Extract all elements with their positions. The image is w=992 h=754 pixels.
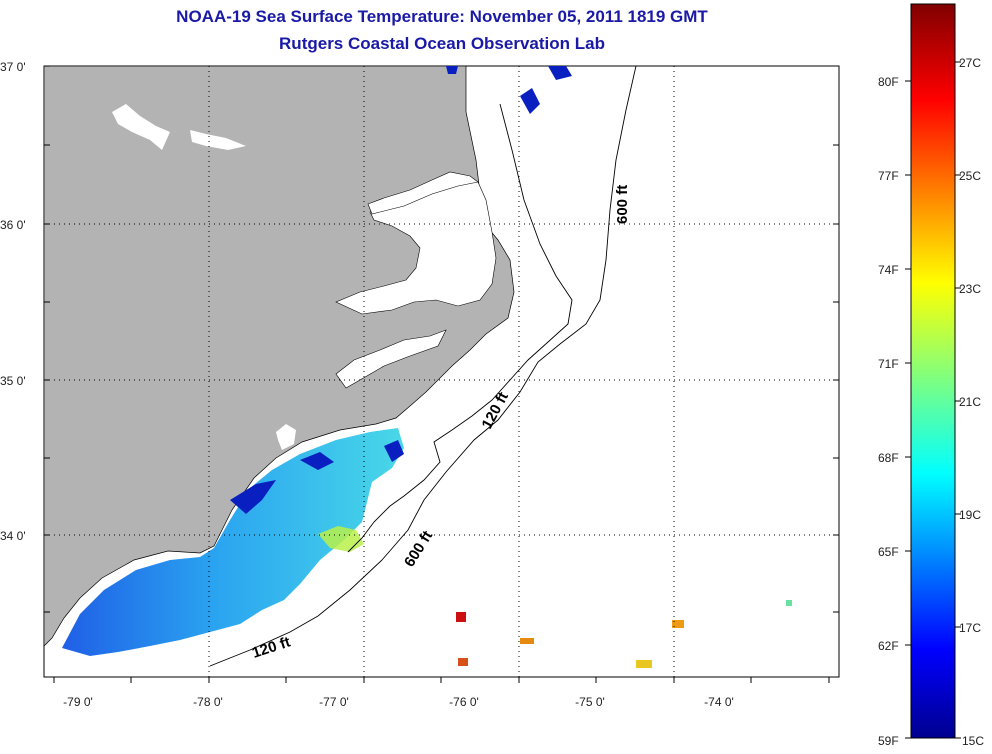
colorbar-f-label: 77F bbox=[878, 169, 899, 183]
colorbar-c-label: 27C bbox=[959, 56, 981, 70]
isobath-120ft bbox=[347, 103, 573, 553]
sst-yellow-spot bbox=[636, 660, 652, 668]
sst-warm-patch bbox=[318, 526, 364, 552]
isobaths bbox=[209, 66, 637, 667]
lat-label-34: 34 0' bbox=[0, 529, 26, 543]
lat-label-35: 35 0' bbox=[0, 374, 26, 388]
sst-orange-spot-2 bbox=[520, 638, 534, 644]
colorbar-ticks bbox=[905, 61, 961, 739]
colorbar-f-label: 65F bbox=[878, 545, 899, 559]
sst-orange-spot-1 bbox=[458, 658, 468, 666]
sst-data bbox=[62, 66, 792, 668]
map-subtitle: Rutgers Coastal Ocean Observation Lab bbox=[279, 34, 605, 53]
neuse-river bbox=[335, 329, 447, 389]
frame-ticks bbox=[44, 65, 839, 683]
graticule bbox=[44, 66, 839, 677]
isobath-label-600ft-north: 600 ft bbox=[614, 185, 631, 224]
colorbar-c-label: 25C bbox=[959, 169, 981, 183]
colorbar bbox=[910, 3, 956, 739]
albemarle-sound bbox=[367, 171, 479, 215]
inland-lake-2 bbox=[190, 130, 246, 150]
sst-swath bbox=[62, 428, 404, 656]
lon-label-77: -77 0' bbox=[319, 695, 349, 709]
colorbar-c-label: 23C bbox=[959, 282, 981, 296]
colorbar-c-label: 19C bbox=[959, 508, 981, 522]
lon-label-76: -76 0' bbox=[449, 695, 479, 709]
sst-red-spot bbox=[456, 612, 466, 622]
sst-orange-spot-3 bbox=[672, 620, 684, 628]
colorbar-f-label: 74F bbox=[878, 263, 899, 277]
map-title: NOAA-19 Sea Surface Temperature: Novembe… bbox=[176, 7, 708, 26]
colorbar-c-label: 17C bbox=[959, 621, 981, 635]
colorbar-f-label: 59F bbox=[878, 734, 899, 748]
lat-label-36: 36 0' bbox=[0, 218, 26, 232]
sst-green-spot bbox=[786, 600, 792, 606]
cape-fear-estuary bbox=[276, 424, 296, 450]
inland-lake-1 bbox=[112, 104, 170, 150]
lon-label-75: -75 0' bbox=[575, 695, 605, 709]
colorbar-c-label: 15C bbox=[962, 734, 984, 748]
colorbar-f-label: 80F bbox=[878, 75, 899, 89]
colorbar-c-label: 21C bbox=[959, 395, 981, 409]
lon-label-74: -74 0' bbox=[704, 695, 734, 709]
colorbar-f-label: 62F bbox=[878, 639, 899, 653]
colorbar-f-label: 68F bbox=[878, 451, 899, 465]
lat-label-37: 37 0' bbox=[0, 60, 26, 74]
lon-label-79: -79 0' bbox=[63, 695, 93, 709]
colorbar-f-label: 71F bbox=[878, 357, 899, 371]
isobath-600ft bbox=[209, 66, 637, 667]
lon-label-78: -78 0' bbox=[193, 695, 223, 709]
